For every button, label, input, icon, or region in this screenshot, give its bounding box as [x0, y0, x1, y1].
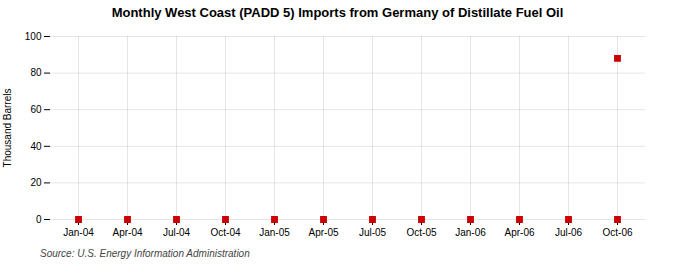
- svg-text:Jul-06: Jul-06: [555, 227, 583, 238]
- svg-text:Jul-05: Jul-05: [359, 227, 387, 238]
- svg-text:20: 20: [30, 177, 42, 188]
- svg-text:Apr-04: Apr-04: [112, 227, 142, 238]
- svg-text:Oct-06: Oct-06: [602, 227, 632, 238]
- svg-text:Jan-04: Jan-04: [63, 227, 94, 238]
- svg-text:Apr-06: Apr-06: [504, 227, 534, 238]
- svg-text:Oct-05: Oct-05: [406, 227, 436, 238]
- svg-text:Oct-04: Oct-04: [210, 227, 240, 238]
- html-text:Source: U.S. Energy Informatio: Source: U.S. Energy Information Administ…: [40, 248, 250, 259]
- svg-text:60: 60: [30, 104, 42, 115]
- svg-text:Jan-05: Jan-05: [259, 227, 290, 238]
- svg-text:40: 40: [30, 141, 42, 152]
- svg-text:Apr-05: Apr-05: [308, 227, 338, 238]
- html-text:Monthly West Coast (PADD 5) Im: Monthly West Coast (PADD 5) Imports from…: [111, 5, 564, 20]
- svg-text:Jan-06: Jan-06: [455, 227, 486, 238]
- svg-text:Jul-04: Jul-04: [163, 227, 191, 238]
- svg-text:0: 0: [36, 214, 42, 225]
- svg-text:100: 100: [25, 31, 42, 42]
- svg-text:Thousand Barrels: Thousand Barrels: [2, 89, 13, 168]
- svg-text:80: 80: [30, 67, 42, 78]
